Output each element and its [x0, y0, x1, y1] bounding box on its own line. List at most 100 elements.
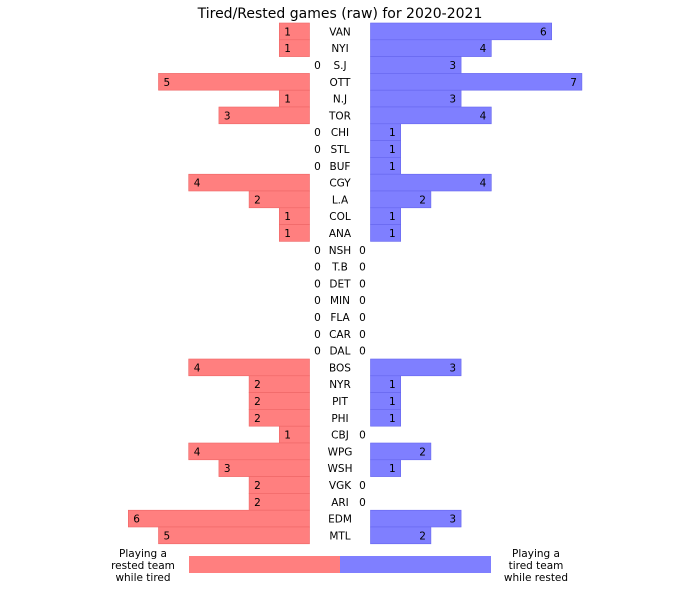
team-label: BOS: [329, 362, 351, 374]
rested-value-label: 0: [359, 430, 366, 442]
rested-value-label: 1: [389, 144, 396, 156]
rested-bar: [370, 157, 402, 175]
rested-bar: [370, 56, 462, 74]
tired-value-label: 4: [194, 446, 201, 458]
rested-bar: [370, 459, 402, 477]
tired-value-label: 2: [254, 413, 261, 425]
team-label: L.A: [332, 194, 349, 206]
rested-value-label: 1: [389, 396, 396, 408]
rested-value-label: 2: [419, 194, 426, 206]
team-label: PHI: [331, 413, 348, 425]
team-label: OTT: [330, 77, 351, 89]
tired-value-label: 0: [314, 278, 321, 290]
rested-value-label: 1: [389, 463, 396, 475]
rested-bar: [370, 509, 462, 528]
rested-value-label: 1: [389, 161, 396, 173]
tired-value-label: 0: [314, 161, 321, 173]
team-label: CBJ: [331, 430, 349, 442]
rested-value-label: 4: [480, 110, 487, 122]
bars-layer: VAN 1 6 NYI 1 4 S.J 0 3 OTT 5 7 N.J 1 3 TOR 3 4 CHI 0 1 STL 0 1…: [128, 22, 583, 545]
legend-rested-swatch: [340, 556, 491, 573]
rested-value-label: 1: [389, 211, 396, 223]
tired-value-label: 3: [224, 110, 231, 122]
rested-value-label: 0: [359, 497, 366, 509]
tired-value-label: 2: [254, 497, 261, 509]
tired-bar: [188, 173, 310, 192]
tired-value-label: 6: [133, 514, 140, 526]
tired-value-label: 1: [284, 43, 291, 55]
tired-value-label: 2: [254, 396, 261, 408]
team-label: WSH: [328, 463, 353, 475]
rested-value-label: 1: [389, 413, 396, 425]
tired-bar: [158, 73, 310, 91]
tired-value-label: 1: [284, 26, 291, 38]
tired-value-label: 4: [194, 362, 201, 374]
rested-value-label: 0: [359, 295, 366, 307]
rested-bar: [370, 207, 402, 225]
rested-value-label: 0: [359, 312, 366, 324]
team-label: S.J: [333, 60, 346, 72]
rested-bar: [370, 123, 402, 141]
tired-bar: [188, 358, 310, 377]
tired-value-label: 1: [284, 430, 291, 442]
team-label: MIN: [330, 295, 350, 307]
tired-value-label: 0: [314, 60, 321, 72]
rested-bar: [370, 140, 402, 158]
rested-value-label: 0: [359, 329, 366, 341]
chart-title: Tired/Rested games (raw) for 2020-2021: [197, 6, 483, 22]
rested-value-label: 3: [449, 514, 456, 526]
team-label: EDM: [328, 514, 352, 526]
tired-bar: [128, 509, 310, 528]
team-label: CHI: [331, 127, 349, 139]
team-label: VGK: [329, 480, 352, 492]
rested-value-label: 2: [419, 446, 426, 458]
rested-bar: [370, 22, 552, 41]
team-label: DAL: [330, 346, 351, 358]
rested-value-label: 6: [540, 26, 547, 38]
rested-value-label: 4: [480, 43, 487, 55]
team-label: VAN: [329, 26, 351, 38]
rested-value-label: 2: [419, 530, 426, 542]
rested-value-label: 0: [359, 245, 366, 257]
rested-bar: [370, 375, 402, 393]
rested-bar: [370, 224, 402, 242]
tired-value-label: 4: [194, 178, 201, 190]
rested-value-label: 1: [389, 228, 396, 240]
tired-value-label: 2: [254, 194, 261, 206]
tired-value-label: 1: [284, 211, 291, 223]
tired-bar: [188, 442, 310, 461]
rested-bar: [370, 89, 462, 108]
rested-value-label: 3: [449, 60, 456, 72]
rested-value-label: 0: [359, 346, 366, 358]
rested-value-label: 4: [480, 178, 487, 190]
tired-value-label: 0: [314, 312, 321, 324]
legend-rested-label: Playing a tired team while rested: [504, 548, 568, 584]
rested-bar: [370, 173, 492, 192]
team-label: ARI: [331, 497, 349, 509]
team-label: DET: [329, 278, 351, 290]
tired-value-label: 0: [314, 127, 321, 139]
team-label: ANA: [329, 228, 352, 240]
rested-bar: [370, 73, 583, 91]
team-label: NSH: [329, 245, 351, 257]
tired-value-label: 0: [314, 262, 321, 274]
team-label: MTL: [329, 530, 350, 542]
tired-value-label: 0: [314, 346, 321, 358]
rested-value-label: 7: [570, 77, 577, 89]
tired-value-label: 5: [164, 530, 171, 542]
rested-value-label: 1: [389, 379, 396, 391]
rested-bar: [370, 392, 402, 410]
rested-value-label: 3: [449, 94, 456, 106]
tired-value-label: 5: [164, 77, 171, 89]
tired-value-label: 0: [314, 329, 321, 341]
team-label: PIT: [332, 396, 348, 408]
tired-bar: [218, 106, 310, 125]
tired-value-label: 2: [254, 379, 261, 391]
tired-bar: [218, 459, 310, 477]
team-label: CGY: [329, 178, 351, 190]
team-label: T.B: [331, 262, 348, 274]
rested-value-label: 0: [359, 480, 366, 492]
team-label: NYR: [329, 379, 351, 391]
tired-value-label: 0: [314, 295, 321, 307]
